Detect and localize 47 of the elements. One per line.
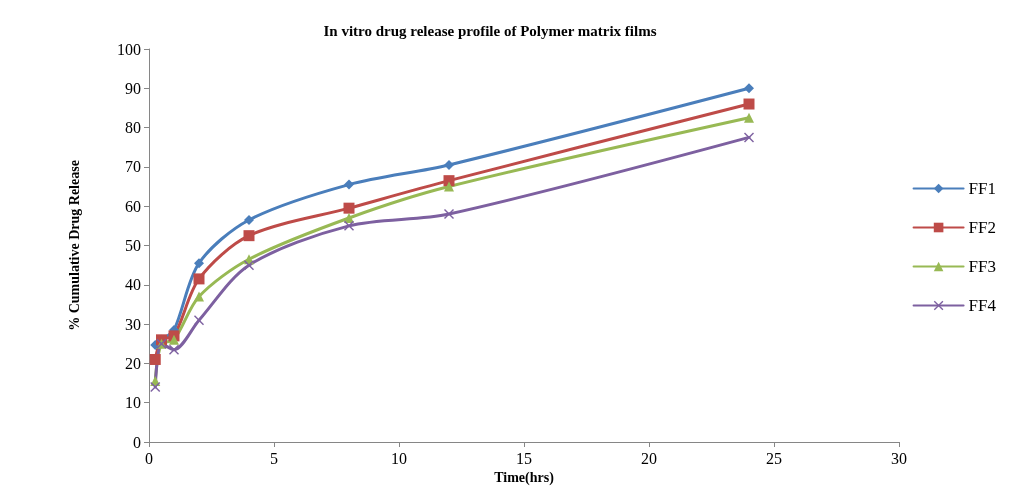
x-tick-label: 25 — [766, 449, 782, 467]
y-tick-label: 30 — [125, 315, 141, 333]
y-tick-label: 0 — [133, 433, 141, 451]
point — [194, 258, 204, 269]
point — [444, 209, 454, 220]
y-tick-label: 90 — [125, 79, 141, 97]
point — [169, 344, 179, 355]
point — [149, 353, 161, 365]
y-tick-label: 70 — [125, 158, 141, 176]
x-tick-label: 15 — [516, 449, 532, 467]
point — [150, 381, 161, 392]
point — [744, 83, 754, 94]
x-tick-label: 5 — [270, 449, 278, 467]
point — [343, 202, 355, 214]
legend-label: FF4 — [968, 296, 997, 315]
point — [443, 175, 455, 187]
point — [193, 273, 205, 285]
legend-label: FF1 — [968, 179, 997, 198]
y-tick-label: 60 — [125, 197, 141, 215]
y-tick-label: 50 — [125, 237, 141, 254]
point — [744, 112, 754, 123]
y-tick-label: 40 — [125, 276, 141, 294]
y-tick-label: 100 — [117, 40, 141, 58]
y-tick-label: 20 — [125, 354, 141, 372]
point — [194, 291, 204, 302]
point — [444, 181, 454, 192]
y-tick-label: 10 — [125, 394, 141, 412]
x-tick-label: 0 — [145, 449, 153, 467]
x-tick-label: 20 — [641, 449, 657, 467]
x-axis-title: Time(hrs) — [494, 470, 555, 487]
y-axis-title: % Cumulative Drug Release — [66, 160, 82, 331]
point — [244, 260, 254, 271]
chart-title: In vitro drug release profile of Polymer matrix films — [323, 22, 657, 39]
point — [344, 220, 354, 231]
point — [194, 315, 204, 326]
legend-label: FF2 — [968, 218, 997, 237]
x-tick-label: 30 — [891, 449, 907, 467]
legend-label: FF3 — [968, 257, 997, 276]
point — [743, 98, 755, 110]
y-tick-label: 80 — [125, 119, 141, 137]
point — [244, 214, 254, 225]
point — [169, 334, 179, 345]
point — [243, 230, 255, 242]
point — [344, 179, 354, 190]
x-tick-label: 10 — [391, 449, 407, 467]
point — [744, 132, 754, 143]
point — [444, 159, 454, 170]
